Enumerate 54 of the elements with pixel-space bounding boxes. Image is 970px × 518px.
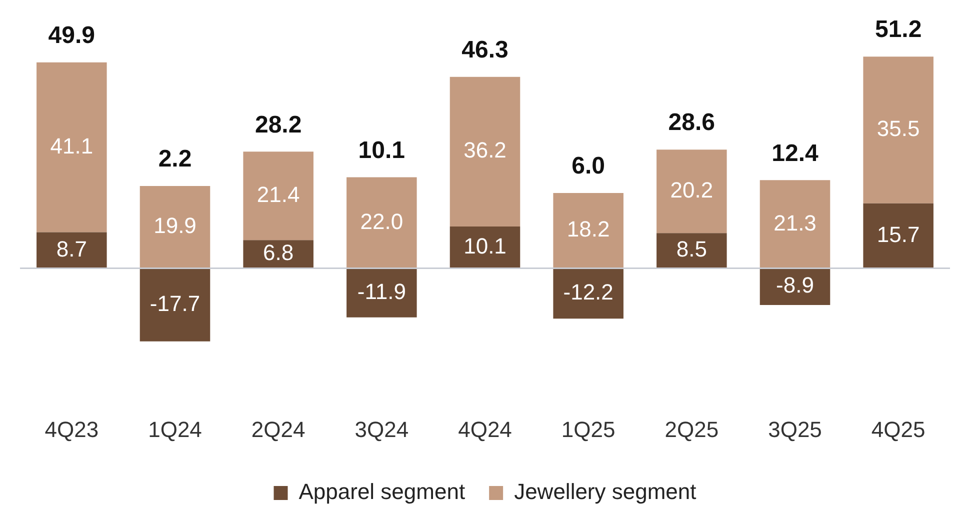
x-tick-label: 2Q25 bbox=[664, 416, 719, 442]
x-tick-label: 2Q24 bbox=[251, 416, 306, 442]
data-label: -8.9 bbox=[776, 272, 814, 298]
data-label: -17.7 bbox=[150, 290, 200, 316]
bar bbox=[346, 268, 417, 318]
bar bbox=[140, 186, 210, 268]
legend-label: Apparel segment bbox=[298, 479, 466, 504]
data-label: 22.0 bbox=[360, 208, 404, 234]
total-label: 28.2 bbox=[254, 111, 302, 138]
total-label: 2.2 bbox=[158, 146, 192, 173]
bar bbox=[863, 203, 934, 268]
data-label: 20.2 bbox=[670, 177, 714, 202]
data-label: 36.2 bbox=[464, 138, 506, 163]
data-label: -11.9 bbox=[357, 278, 406, 304]
data-label: 18.2 bbox=[566, 216, 610, 242]
data-label: 21.4 bbox=[256, 182, 300, 207]
bar bbox=[863, 56, 934, 204]
total-label: 12.4 bbox=[772, 140, 820, 167]
data-label: 19.9 bbox=[154, 213, 196, 238]
bar bbox=[243, 152, 314, 240]
total-label: 6.0 bbox=[572, 152, 606, 180]
data-label: 8.7 bbox=[56, 236, 87, 262]
x-tick-label: 3Q25 bbox=[768, 416, 822, 442]
legend-label: Jewellery segment bbox=[514, 479, 696, 504]
x-tick-label: 1Q25 bbox=[561, 416, 616, 442]
x-tick-label: 4Q24 bbox=[458, 416, 512, 442]
bar bbox=[36, 232, 107, 268]
bar bbox=[760, 180, 830, 268]
bar bbox=[450, 76, 520, 226]
data-label: 15.7 bbox=[876, 222, 920, 247]
total-label: 10.1 bbox=[358, 136, 406, 164]
x-tick-label: 4Q23 bbox=[44, 416, 99, 442]
bar bbox=[140, 268, 210, 342]
x-tick-label: 4Q25 bbox=[871, 416, 926, 442]
total-label: 49.9 bbox=[48, 22, 96, 49]
total-label: 46.3 bbox=[462, 36, 508, 64]
x-tick-label: 3Q24 bbox=[354, 416, 409, 442]
data-label: 8.5 bbox=[676, 236, 707, 262]
bar bbox=[656, 150, 727, 234]
bar bbox=[346, 177, 417, 268]
data-label: -12.2 bbox=[563, 280, 614, 305]
bar bbox=[450, 226, 520, 268]
data-label: 21.3 bbox=[774, 210, 816, 236]
bar bbox=[36, 62, 107, 232]
data-label: 41.1 bbox=[50, 133, 94, 158]
total-label: 51.2 bbox=[874, 16, 922, 44]
total-label: 28.6 bbox=[668, 109, 716, 136]
bar bbox=[656, 233, 727, 268]
x-tick-label: 1Q24 bbox=[148, 416, 202, 442]
data-label: 10.1 bbox=[464, 233, 506, 258]
data-label: 35.5 bbox=[876, 116, 920, 142]
data-label: 6.8 bbox=[263, 240, 294, 266]
bar bbox=[553, 268, 624, 319]
bar bbox=[553, 192, 624, 268]
